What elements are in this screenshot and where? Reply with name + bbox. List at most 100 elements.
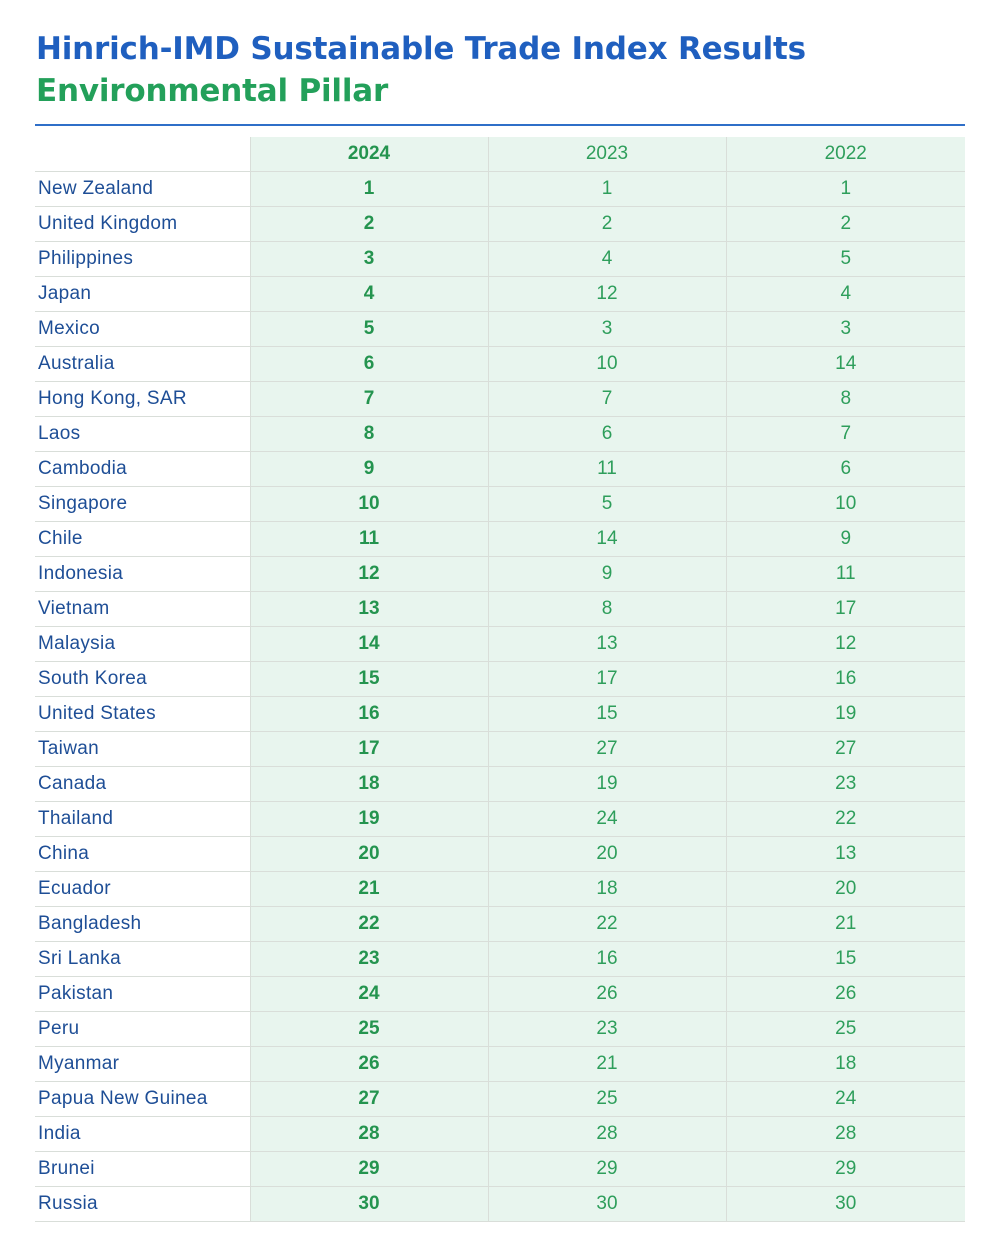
rank-2024-cell: 26	[249, 1046, 488, 1082]
rank-2022-cell: 25	[725, 1011, 965, 1047]
country-cell: Mexico	[35, 311, 250, 347]
rank-2023-cell: 10	[487, 346, 726, 382]
country-cell: China	[35, 836, 250, 872]
title-divider	[35, 124, 965, 126]
table-row: United States 16 15 19	[35, 696, 965, 732]
country-cell: Chile	[35, 521, 250, 557]
table-row: India 28 28 28	[35, 1116, 965, 1152]
rank-2023-cell: 19	[487, 766, 726, 802]
rank-2023-cell: 23	[487, 1011, 726, 1047]
country-cell: Taiwan	[35, 731, 250, 767]
rank-2023-cell: 3	[487, 311, 726, 347]
table-row: Laos 8 6 7	[35, 416, 965, 452]
country-cell: Bangladesh	[35, 906, 250, 942]
rank-2024-cell: 29	[249, 1151, 488, 1187]
country-cell: Thailand	[35, 801, 250, 837]
rank-2024-cell: 16	[249, 696, 488, 732]
rank-2023-cell: 1	[487, 171, 726, 207]
rank-2022-cell: 21	[725, 906, 965, 942]
rank-2022-cell: 3	[725, 311, 965, 347]
rank-2023-cell: 20	[487, 836, 726, 872]
table-row: Singapore 10 5 10	[35, 486, 965, 522]
table-row: Canada 18 19 23	[35, 766, 965, 802]
rank-2022-cell: 23	[725, 766, 965, 802]
table-row: Sri Lanka 23 16 15	[35, 941, 965, 977]
rank-2023-cell: 21	[487, 1046, 726, 1082]
column-header-country	[35, 137, 250, 172]
country-cell: Myanmar	[35, 1046, 250, 1082]
rank-2023-cell: 17	[487, 661, 726, 697]
country-cell: Papua New Guinea	[35, 1081, 250, 1117]
rank-2023-cell: 27	[487, 731, 726, 767]
country-cell: United States	[35, 696, 250, 732]
table-row: Philippines 3 4 5	[35, 241, 965, 277]
rank-2024-cell: 23	[249, 941, 488, 977]
rank-2022-cell: 30	[725, 1186, 965, 1222]
table-row: Japan 4 12 4	[35, 276, 965, 312]
column-header-2024: 2024	[249, 137, 488, 172]
table-row: Papua New Guinea 27 25 24	[35, 1081, 965, 1117]
table-row: Myanmar 26 21 18	[35, 1046, 965, 1082]
table-row: Mexico 5 3 3	[35, 311, 965, 347]
table-row: Peru 25 23 25	[35, 1011, 965, 1047]
rank-2022-cell: 16	[725, 661, 965, 697]
rank-2024-cell: 15	[249, 661, 488, 697]
rank-2024-cell: 3	[249, 241, 488, 277]
rank-2022-cell: 10	[725, 486, 965, 522]
column-header-2022: 2022	[725, 137, 965, 172]
table-row: Ecuador 21 18 20	[35, 871, 965, 907]
rank-2024-cell: 4	[249, 276, 488, 312]
table-row: Hong Kong, SAR 7 7 8	[35, 381, 965, 417]
rank-2023-cell: 29	[487, 1151, 726, 1187]
rank-2022-cell: 8	[725, 381, 965, 417]
country-cell: Japan	[35, 276, 250, 312]
country-cell: Malaysia	[35, 626, 250, 662]
country-cell: Peru	[35, 1011, 250, 1047]
country-cell: Cambodia	[35, 451, 250, 487]
rank-2023-cell: 5	[487, 486, 726, 522]
country-cell: Laos	[35, 416, 250, 452]
country-cell: Australia	[35, 346, 250, 382]
country-cell: Russia	[35, 1186, 250, 1222]
rank-2023-cell: 14	[487, 521, 726, 557]
rank-2022-cell: 1	[725, 171, 965, 207]
rank-2022-cell: 22	[725, 801, 965, 837]
rank-2024-cell: 21	[249, 871, 488, 907]
rank-2024-cell: 28	[249, 1116, 488, 1152]
page-subtitle: Environmental Pillar	[36, 73, 389, 109]
rank-2023-cell: 9	[487, 556, 726, 592]
rank-2022-cell: 11	[725, 556, 965, 592]
table-row: Indonesia 12 9 11	[35, 556, 965, 592]
rank-2024-cell: 18	[249, 766, 488, 802]
country-cell: Sri Lanka	[35, 941, 250, 977]
rank-2024-cell: 22	[249, 906, 488, 942]
country-cell: India	[35, 1116, 250, 1152]
table-row: China 20 20 13	[35, 836, 965, 872]
country-cell: Ecuador	[35, 871, 250, 907]
rankings-table: 2024 2023 2022 New Zealand 1 1 1 United King…	[35, 137, 965, 1222]
rank-2023-cell: 30	[487, 1186, 726, 1222]
rank-2024-cell: 1	[249, 171, 488, 207]
rank-2022-cell: 19	[725, 696, 965, 732]
country-cell: Indonesia	[35, 556, 250, 592]
column-header-2023: 2023	[487, 137, 726, 172]
rank-2023-cell: 4	[487, 241, 726, 277]
rank-2022-cell: 26	[725, 976, 965, 1012]
rank-2024-cell: 8	[249, 416, 488, 452]
rank-2022-cell: 2	[725, 206, 965, 242]
rank-2022-cell: 6	[725, 451, 965, 487]
country-cell: Singapore	[35, 486, 250, 522]
rank-2024-cell: 17	[249, 731, 488, 767]
rank-2022-cell: 5	[725, 241, 965, 277]
table-row: Taiwan 17 27 27	[35, 731, 965, 767]
page-header: Hinrich-IMD Sustainable Trade Index Resu…	[36, 28, 806, 112]
rank-2023-cell: 16	[487, 941, 726, 977]
table-row: Thailand 19 24 22	[35, 801, 965, 837]
rank-2024-cell: 25	[249, 1011, 488, 1047]
rank-2024-cell: 19	[249, 801, 488, 837]
country-cell: Hong Kong, SAR	[35, 381, 250, 417]
rank-2024-cell: 30	[249, 1186, 488, 1222]
rank-2022-cell: 14	[725, 346, 965, 382]
rank-2023-cell: 12	[487, 276, 726, 312]
table-header-row: 2024 2023 2022	[35, 137, 965, 172]
